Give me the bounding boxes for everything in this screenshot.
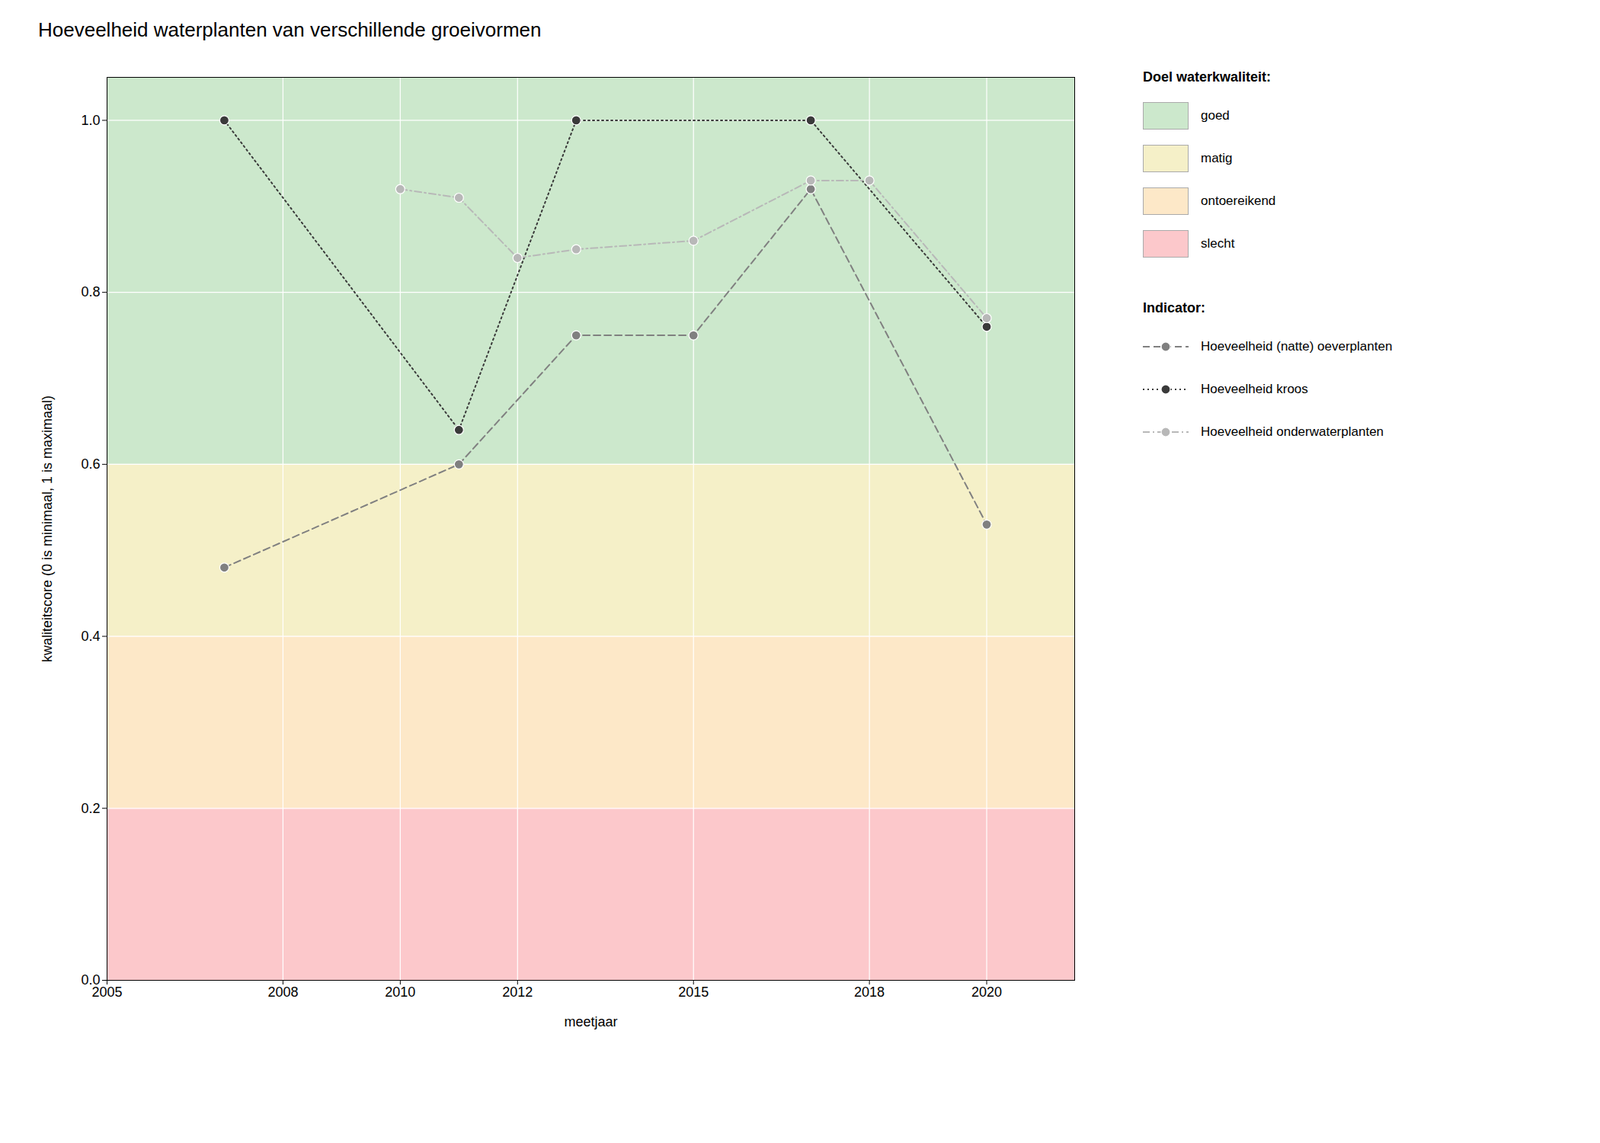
svg-text:2020: 2020 xyxy=(971,984,1002,1000)
svg-text:kwaliteitscore (0 is minimaal,: kwaliteitscore (0 is minimaal, 1 is maxi… xyxy=(39,395,55,663)
svg-text:meetjaar: meetjaar xyxy=(563,1014,618,1030)
html-text:Hoeveelheid kroos: Hoeveelheid kroos xyxy=(1200,381,1309,397)
html-text:matig: matig xyxy=(1200,150,1233,166)
svg-text:2018: 2018 xyxy=(854,984,885,1000)
svg-text:0.0: 0.0 xyxy=(81,972,101,988)
html-text:Indicator:: Indicator: xyxy=(1142,300,1206,316)
svg-text:0.4: 0.4 xyxy=(80,628,100,644)
html-text:ontoereikend: ontoereikend xyxy=(1200,193,1276,208)
html-text:Hoeveelheid (natte) oeverplant: Hoeveelheid (natte) oeverplanten xyxy=(1200,339,1393,354)
html-text:slecht: slecht xyxy=(1200,236,1235,251)
svg-text:2005: 2005 xyxy=(91,984,122,1000)
svg-text:0.6: 0.6 xyxy=(80,456,100,472)
html-text:Hoeveelheid onderwaterplanten: Hoeveelheid onderwaterplanten xyxy=(1200,424,1384,439)
svg-text:2010: 2010 xyxy=(384,984,416,1000)
svg-text:2012: 2012 xyxy=(502,984,533,1000)
html-text:Hoeveelheid waterplanten van v: Hoeveelheid waterplanten van verschillen… xyxy=(38,18,542,42)
svg-text:1.0: 1.0 xyxy=(80,112,100,128)
html-text:goed: goed xyxy=(1200,108,1230,123)
html-text:Doel waterkwaliteit:: Doel waterkwaliteit: xyxy=(1142,69,1271,85)
svg-text:2008: 2008 xyxy=(267,984,298,1000)
svg-text:0.2: 0.2 xyxy=(80,800,100,816)
svg-text:2015: 2015 xyxy=(678,984,709,1000)
svg-text:0.8: 0.8 xyxy=(80,284,100,300)
